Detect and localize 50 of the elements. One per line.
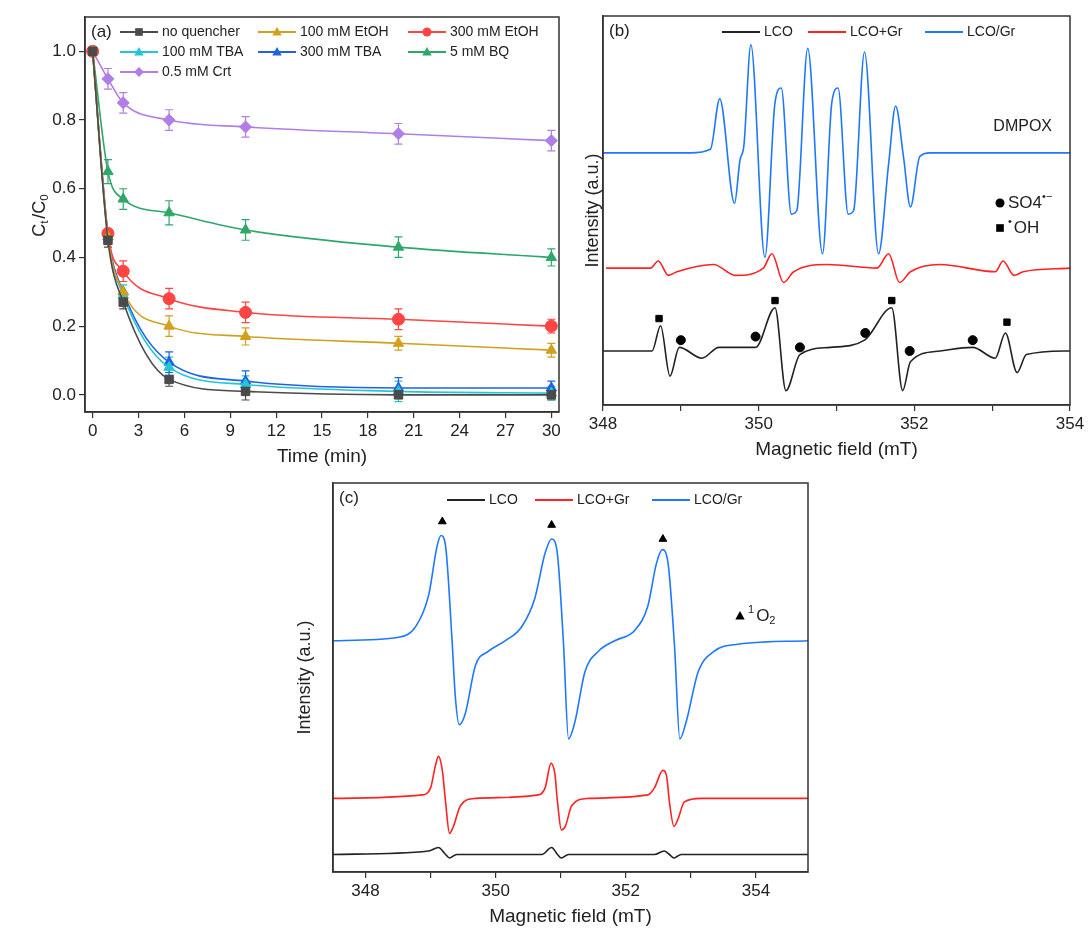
legend-label: LCO+Gr <box>577 490 630 507</box>
y-tick-label: 0.2 <box>52 315 76 335</box>
legend-label: LCO <box>489 490 518 507</box>
x-tick-label: 348 <box>588 413 618 433</box>
legend-label: no quencher <box>162 22 241 39</box>
x-tick-label: 21 <box>404 420 424 440</box>
y-axis-title: Ct/C0 <box>28 193 51 237</box>
y-tick-label: 0.0 <box>52 384 76 404</box>
y-axis-title: Intensity (a.u.) <box>581 153 602 268</box>
annotation: DMPOX <box>993 117 1053 135</box>
x-axis-title: Magnetic field (mT) <box>755 438 918 460</box>
legend-label: 300 mM EtOH <box>450 22 539 39</box>
x-tick-label: 27 <box>496 420 515 440</box>
x-axis-title: Time (min) <box>276 445 368 467</box>
x-tick-label: 24 <box>450 420 470 440</box>
y-tick-label: 0.4 <box>52 247 76 267</box>
x-tick-label: 352 <box>611 880 640 900</box>
legend-label: LCO/Gr <box>694 490 743 507</box>
x-tick-label: 15 <box>312 420 332 440</box>
y-tick-label: 1.0 <box>52 41 76 61</box>
x-tick-label: 350 <box>481 880 510 900</box>
legend-label: 100 mM EtOH <box>300 22 389 39</box>
x-tick-label: 3 <box>133 420 144 440</box>
chart-title: (c) <box>339 487 359 507</box>
x-tick-label: 354 <box>1055 413 1085 433</box>
legend-label: 100 mM TBA <box>162 42 245 59</box>
x-tick-label: 354 <box>741 880 771 900</box>
x-tick-label: 12 <box>266 420 286 440</box>
legend-label: LCO <box>764 22 793 39</box>
legend-label: 5 mM BQ <box>450 42 510 59</box>
legend-label: LCO/Gr <box>967 22 1016 39</box>
x-tick-label: 348 <box>351 880 380 900</box>
legend-label: 300 mM TBA <box>300 42 383 59</box>
x-tick-label: 0 <box>87 420 98 440</box>
chart-title: (a) <box>91 21 112 41</box>
legend-label: LCO+Gr <box>850 22 903 39</box>
x-tick-label: 6 <box>179 420 190 440</box>
y-tick-label: 0.8 <box>52 109 76 129</box>
x-tick-label: 18 <box>358 420 378 440</box>
x-tick-label: 9 <box>225 420 235 440</box>
legend-label: SO4•− <box>1008 190 1053 212</box>
x-axis-title: Magnetic field (mT) <box>489 905 652 927</box>
y-tick-label: 0.6 <box>52 178 76 198</box>
x-tick-label: 30 <box>541 420 561 440</box>
chart-title: (b) <box>609 20 630 40</box>
legend-label: •OH <box>1008 215 1040 237</box>
x-tick-label: 350 <box>744 413 773 433</box>
x-tick-label: 352 <box>900 413 929 433</box>
y-axis-title: Intensity (a.u.) <box>293 620 314 735</box>
legend-label: 0.5 mM Crt <box>162 62 232 79</box>
